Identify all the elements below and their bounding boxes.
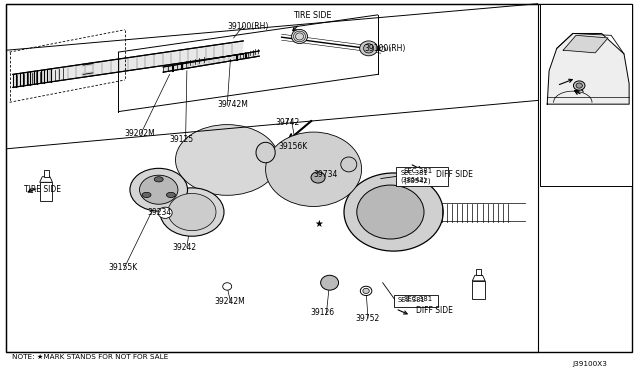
Ellipse shape: [341, 157, 357, 172]
Polygon shape: [163, 51, 259, 72]
Text: 39242M: 39242M: [214, 297, 245, 306]
Ellipse shape: [576, 83, 582, 88]
Text: 39156K: 39156K: [278, 142, 308, 151]
Ellipse shape: [273, 138, 355, 201]
Text: SEC.381: SEC.381: [403, 296, 433, 302]
Bar: [44, 170, 49, 177]
Ellipse shape: [311, 172, 325, 183]
Ellipse shape: [380, 46, 385, 51]
Ellipse shape: [573, 81, 585, 90]
Ellipse shape: [364, 44, 374, 53]
FancyBboxPatch shape: [396, 167, 448, 186]
Ellipse shape: [160, 188, 224, 236]
Ellipse shape: [184, 130, 271, 190]
FancyBboxPatch shape: [394, 295, 438, 307]
Text: ★: ★: [314, 219, 323, 229]
Ellipse shape: [287, 148, 340, 190]
Ellipse shape: [223, 283, 232, 290]
Text: 39234: 39234: [147, 208, 172, 217]
Ellipse shape: [192, 136, 262, 184]
Ellipse shape: [256, 142, 275, 163]
Bar: [40, 182, 52, 201]
Text: J39100X3: J39100X3: [573, 361, 607, 367]
Ellipse shape: [344, 173, 444, 251]
Polygon shape: [547, 33, 629, 104]
Ellipse shape: [154, 177, 163, 182]
Text: (38542): (38542): [403, 177, 431, 184]
Ellipse shape: [280, 143, 348, 195]
Ellipse shape: [360, 41, 378, 56]
Ellipse shape: [357, 185, 424, 239]
Ellipse shape: [266, 132, 362, 206]
Ellipse shape: [142, 192, 151, 198]
Ellipse shape: [321, 275, 339, 290]
Polygon shape: [40, 177, 52, 182]
Text: NOTE: ★MARK STANDS FOR NOT FOR SALE: NOTE: ★MARK STANDS FOR NOT FOR SALE: [12, 354, 168, 360]
Bar: [472, 281, 485, 299]
Ellipse shape: [292, 29, 308, 44]
Ellipse shape: [360, 286, 372, 295]
Text: 39242: 39242: [173, 243, 197, 252]
Polygon shape: [472, 275, 485, 281]
Text: 39752: 39752: [355, 314, 380, 323]
Text: (38542): (38542): [401, 176, 427, 183]
Ellipse shape: [166, 192, 175, 198]
Ellipse shape: [175, 125, 279, 195]
Ellipse shape: [300, 159, 327, 180]
Text: 39202M: 39202M: [125, 129, 156, 138]
Text: 39126: 39126: [310, 308, 335, 317]
Text: 39125: 39125: [170, 135, 194, 144]
Ellipse shape: [130, 168, 188, 211]
Text: DIFF SIDE: DIFF SIDE: [436, 170, 474, 179]
Text: 39155K: 39155K: [109, 263, 138, 272]
Polygon shape: [563, 35, 608, 53]
Ellipse shape: [168, 193, 216, 231]
Text: 39742: 39742: [275, 118, 300, 127]
Text: 39100(RH): 39100(RH): [227, 22, 269, 31]
Ellipse shape: [140, 175, 178, 204]
Text: TIRE SIDE: TIRE SIDE: [24, 185, 61, 194]
Text: TIRE SIDE: TIRE SIDE: [293, 11, 332, 20]
Ellipse shape: [207, 146, 248, 174]
Ellipse shape: [158, 207, 172, 218]
Bar: [540, 4, 632, 186]
Bar: [476, 269, 481, 275]
Text: 39734: 39734: [314, 170, 338, 179]
Text: 39100(RH): 39100(RH): [365, 44, 406, 53]
Text: SEC.381: SEC.381: [403, 168, 433, 174]
Ellipse shape: [363, 288, 369, 294]
Ellipse shape: [199, 141, 255, 179]
Text: SEC.381: SEC.381: [398, 297, 426, 303]
Polygon shape: [13, 41, 243, 87]
Text: DIFF SIDE: DIFF SIDE: [416, 306, 453, 315]
Text: 39742M: 39742M: [218, 100, 248, 109]
Text: SEC.381: SEC.381: [401, 170, 428, 176]
Bar: [6, 4, 538, 352]
Ellipse shape: [293, 154, 334, 185]
